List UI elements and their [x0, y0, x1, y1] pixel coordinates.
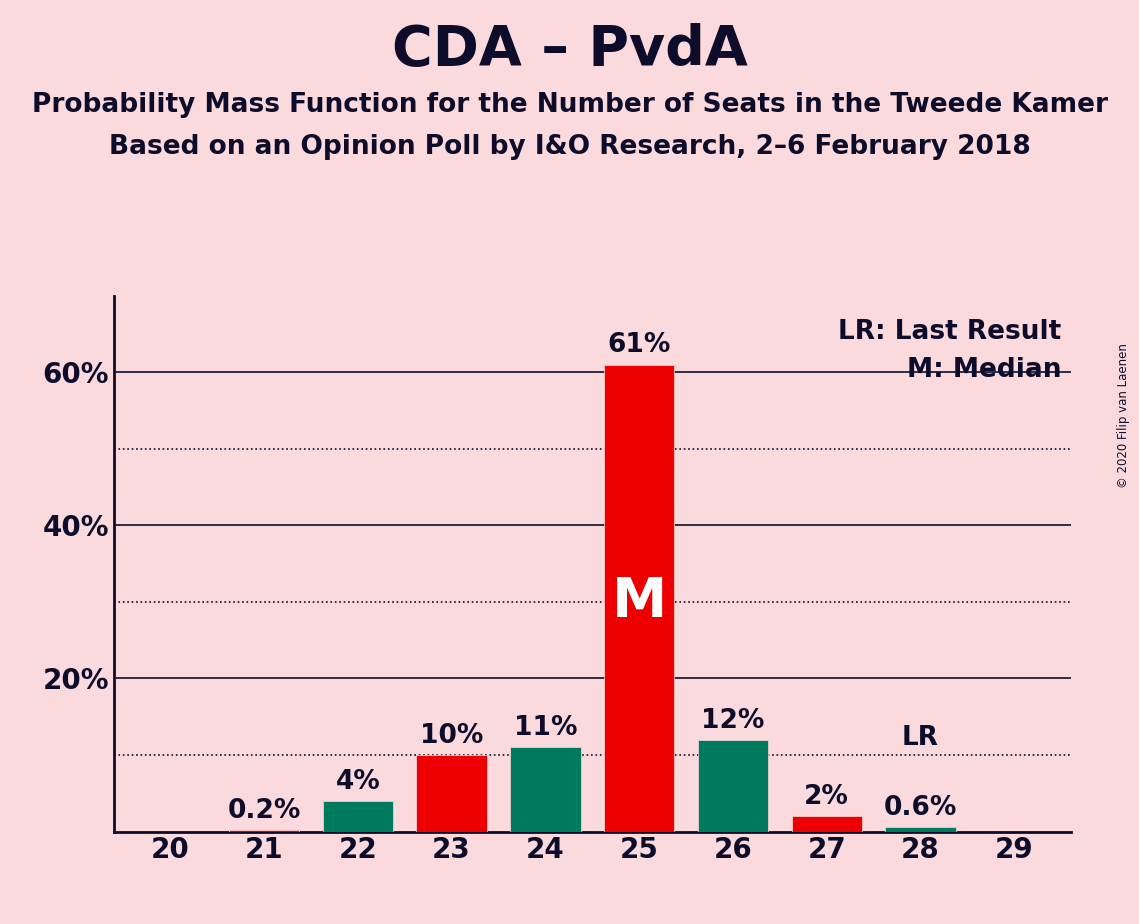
- Bar: [510, 748, 581, 832]
- Text: 0.2%: 0.2%: [228, 798, 301, 824]
- Text: CDA – PvdA: CDA – PvdA: [392, 23, 747, 77]
- Bar: [792, 816, 862, 832]
- Bar: [417, 755, 486, 832]
- Text: LR: Last Result: LR: Last Result: [838, 319, 1062, 345]
- Text: 10%: 10%: [420, 723, 483, 749]
- Text: 12%: 12%: [702, 708, 764, 734]
- Bar: [604, 365, 674, 832]
- Text: M: M: [612, 575, 666, 629]
- Bar: [229, 830, 300, 832]
- Text: 2%: 2%: [804, 784, 850, 810]
- Bar: [885, 827, 956, 832]
- Text: Probability Mass Function for the Number of Seats in the Tweede Kamer: Probability Mass Function for the Number…: [32, 92, 1107, 118]
- Bar: [322, 801, 393, 832]
- Text: LR: LR: [902, 725, 939, 751]
- Bar: [698, 740, 768, 832]
- Text: M: Median: M: Median: [907, 357, 1062, 383]
- Text: © 2020 Filip van Laenen: © 2020 Filip van Laenen: [1117, 344, 1130, 488]
- Text: 4%: 4%: [335, 769, 380, 795]
- Text: 61%: 61%: [607, 333, 671, 359]
- Text: Based on an Opinion Poll by I&O Research, 2–6 February 2018: Based on an Opinion Poll by I&O Research…: [108, 134, 1031, 160]
- Text: 11%: 11%: [514, 715, 577, 741]
- Text: 0.6%: 0.6%: [884, 795, 957, 821]
